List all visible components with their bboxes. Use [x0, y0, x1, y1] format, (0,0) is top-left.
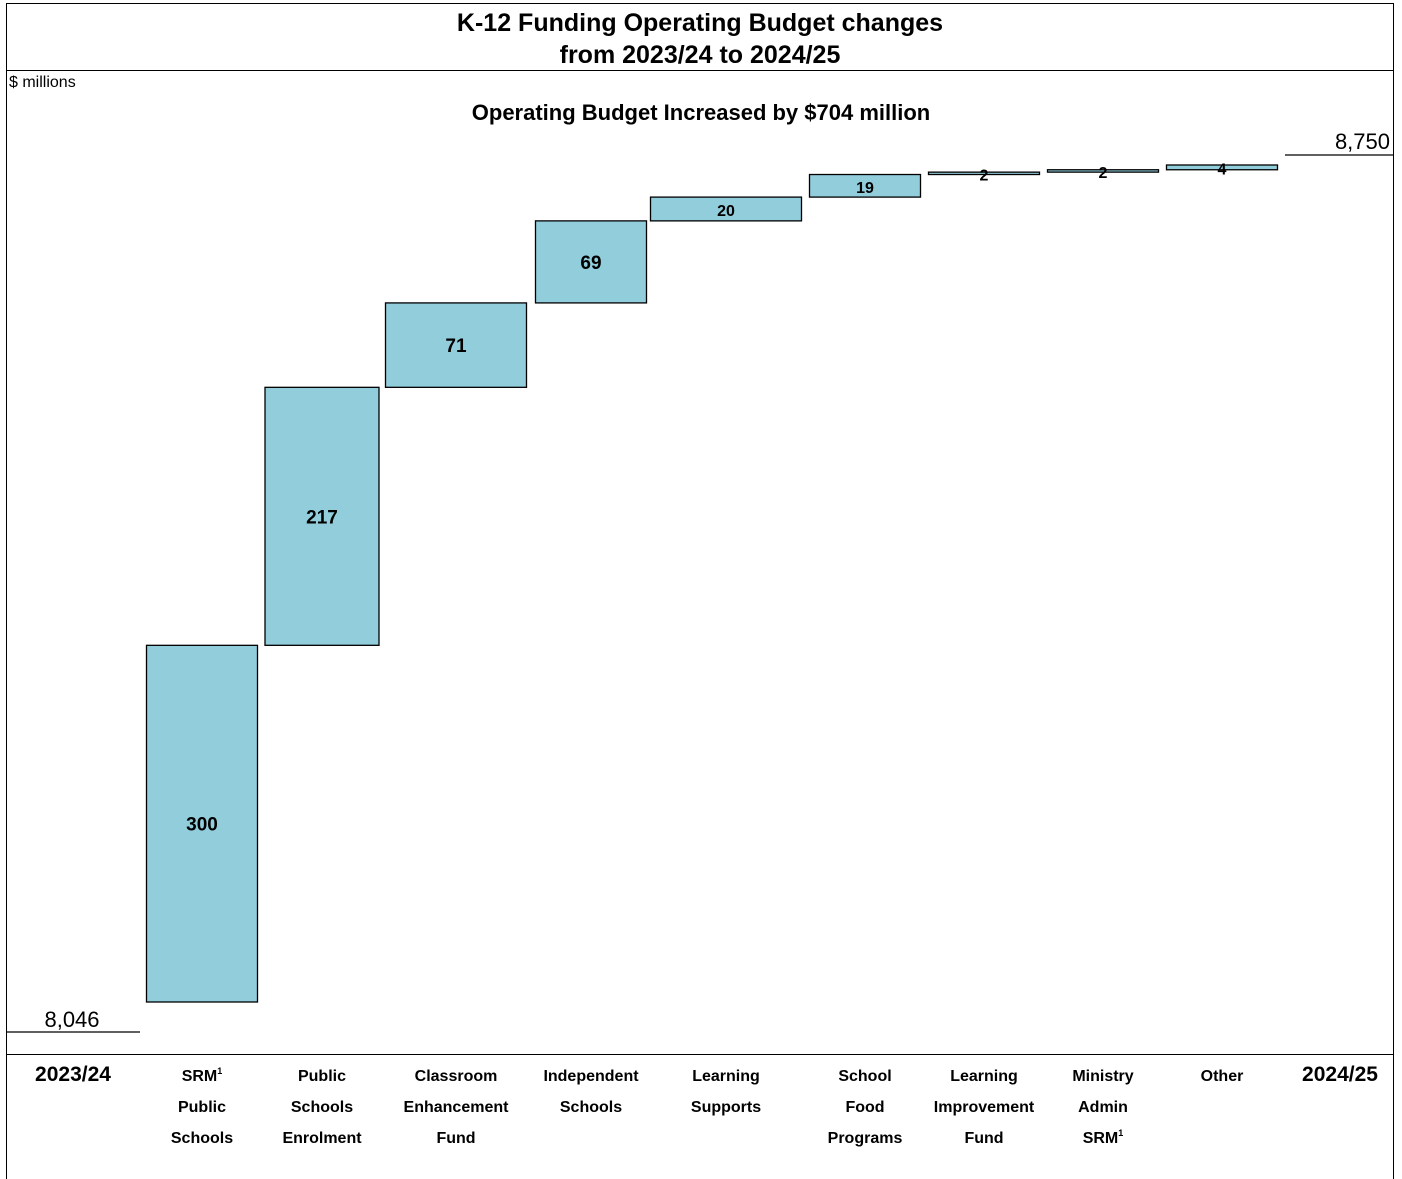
- category-label: SRM1 Public Schools: [170, 1066, 234, 1148]
- waterfall-bar: [1046, 169, 1160, 173]
- category-label: Other: [1200, 1068, 1244, 1085]
- category-label-start: 2023/24: [35, 1063, 111, 1086]
- bar-value-label: 300: [186, 815, 218, 836]
- category-label: Learning Improvement Fund: [933, 1068, 1035, 1147]
- category-label: Independent Schools: [543, 1068, 639, 1116]
- category-axis-line: [6, 1054, 1394, 1055]
- category-label: School Food Programs: [827, 1068, 903, 1147]
- category-label-end: 2024/25: [1302, 1063, 1378, 1086]
- category-label: Learning Supports: [690, 1068, 762, 1116]
- bar-value-label: 71: [445, 336, 467, 357]
- bar-value-label: 2: [1099, 165, 1108, 182]
- category-label: Ministry Admin SRM1: [1072, 1068, 1134, 1147]
- start-total-value: 8,046: [44, 1007, 99, 1032]
- footnote-marker: 1: [217, 1066, 223, 1076]
- bar-value-label: 20: [717, 203, 735, 220]
- chart-subtitle: Operating Budget Increased by $704 milli…: [471, 100, 931, 125]
- bar-value-label: 217: [306, 507, 338, 528]
- bar-value-label: 69: [580, 253, 601, 274]
- waterfall-bar: [649, 196, 803, 222]
- units-label: $ millions: [9, 74, 76, 91]
- bar-value-label: 4: [1218, 161, 1227, 178]
- waterfall-bar: [534, 220, 648, 304]
- bar-value-label: 19: [856, 180, 874, 197]
- waterfall-bar: [927, 171, 1041, 176]
- category-label: Public Schools Enrolment: [282, 1068, 362, 1147]
- bar-value-label: 2: [980, 167, 989, 184]
- chart-frame: [6, 3, 1394, 1179]
- chart-title: K-12 Funding Operating Budget changes fr…: [6, 3, 1394, 71]
- waterfall-bar: [264, 386, 380, 646]
- footnote-marker: 1: [1118, 1128, 1124, 1138]
- category-label: Classroom Enhancement Fund: [403, 1068, 509, 1147]
- title-line-2: from 2023/24 to 2024/25: [559, 41, 841, 69]
- waterfall-bar: [384, 302, 528, 388]
- waterfall-bar: [1165, 164, 1279, 171]
- end-total-value: 8,750: [1335, 129, 1390, 154]
- waterfall-bar: [145, 644, 259, 1003]
- waterfall-bar: [808, 173, 922, 198]
- title-line-1: K-12 Funding Operating Budget changes: [456, 9, 944, 37]
